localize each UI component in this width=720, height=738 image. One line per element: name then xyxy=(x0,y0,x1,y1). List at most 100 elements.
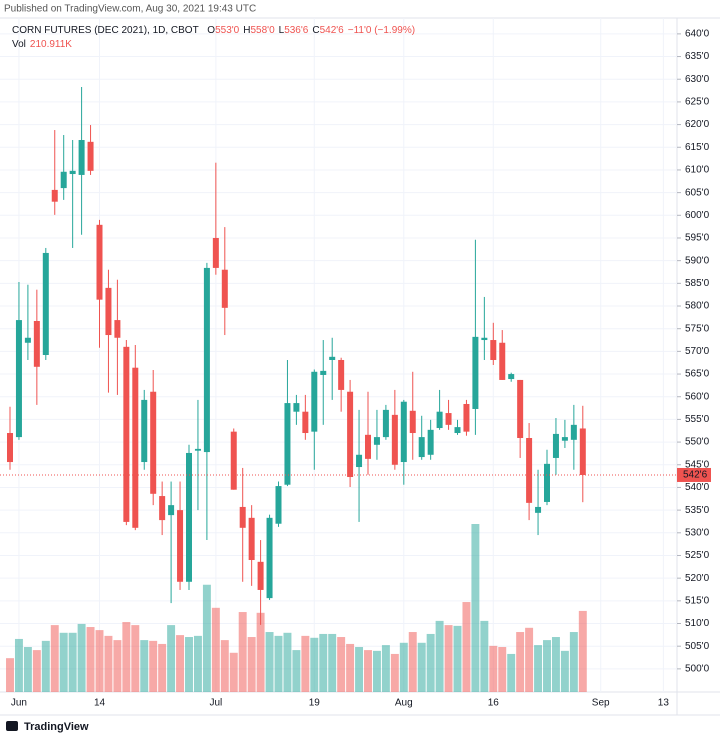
candle-body xyxy=(275,486,282,524)
y-tick-label: 625'0 xyxy=(685,97,710,108)
volume-bar xyxy=(41,640,50,692)
candle-body xyxy=(51,189,58,202)
volume-bar xyxy=(453,625,462,692)
x-tick-label: Sep xyxy=(592,698,610,709)
volume-bar xyxy=(355,647,364,692)
candle-body xyxy=(150,391,157,494)
candle-body xyxy=(365,434,371,459)
candle-body xyxy=(436,411,443,429)
volume-bar xyxy=(346,643,355,692)
volume-bar xyxy=(283,632,292,692)
volume-bar xyxy=(337,637,346,692)
volume-bar xyxy=(525,627,534,692)
volume-bar xyxy=(498,647,507,692)
x-tick-label: Jun xyxy=(11,698,27,709)
candle-body xyxy=(382,409,389,438)
logo-icon xyxy=(6,721,18,731)
volume-bar xyxy=(86,627,95,692)
volume-bar xyxy=(507,653,516,692)
candle-body xyxy=(186,452,192,582)
volume-pane xyxy=(6,524,587,692)
candle-body xyxy=(400,401,407,463)
candle-body xyxy=(42,252,49,355)
volume-bar xyxy=(77,623,86,692)
volume-bar xyxy=(113,640,122,692)
ohlc-key: H xyxy=(243,25,250,36)
volume-bar xyxy=(426,633,435,692)
candle-body xyxy=(329,356,336,360)
candle-body xyxy=(203,267,210,453)
volume-legend: Vol 210.911K xyxy=(12,39,72,50)
volume-bar xyxy=(319,633,328,692)
volume-bar xyxy=(238,612,247,692)
last-price-box xyxy=(677,467,711,482)
volume-bar xyxy=(408,632,417,692)
candle-body xyxy=(123,346,130,522)
ohlc-value: 553'0 xyxy=(215,25,240,36)
y-tick-label: 635'0 xyxy=(685,51,710,62)
candle-body xyxy=(105,287,112,336)
candle-body xyxy=(427,429,434,455)
y-tick-label: 570'0 xyxy=(685,346,710,357)
y-tick-label: 630'0 xyxy=(685,74,710,85)
candle-body xyxy=(347,391,354,478)
volume-bar xyxy=(32,650,41,692)
candle-body xyxy=(168,505,175,516)
y-tick-label: 520'0 xyxy=(685,573,710,584)
legend: CORN FUTURES (DEC 2021), 1D, CBOT O553'0… xyxy=(12,25,415,36)
volume-bar xyxy=(50,625,59,692)
volume-bar xyxy=(274,635,283,692)
volume-bar xyxy=(220,640,229,692)
candle-body xyxy=(114,320,121,338)
candle-body xyxy=(311,371,318,432)
candle-body xyxy=(7,433,13,463)
y-tick-label: 505'0 xyxy=(685,641,710,652)
y-tick-label: 595'0 xyxy=(685,233,710,244)
candle-body xyxy=(212,237,219,268)
volume-bar xyxy=(6,658,14,692)
x-tick-label: 19 xyxy=(309,698,321,709)
candle-body xyxy=(284,403,291,485)
y-tick-label: 500'0 xyxy=(685,664,710,675)
candle-body xyxy=(33,320,40,367)
candle-body xyxy=(87,141,94,171)
ohlc-key: L xyxy=(279,25,285,36)
volume-bar xyxy=(444,625,453,692)
change: −11'0 (−1.99%) xyxy=(348,25,415,36)
volume-bar xyxy=(399,642,408,692)
candle-body xyxy=(293,403,300,412)
candle-body xyxy=(96,224,103,300)
candle-body xyxy=(561,437,568,441)
y-tick-label: 565'0 xyxy=(685,369,710,380)
y-tick-label: 530'0 xyxy=(685,527,710,538)
y-tick-label: 510'0 xyxy=(685,618,710,629)
candle-body xyxy=(266,517,273,599)
volume-bar xyxy=(372,650,381,692)
volume-bar xyxy=(59,632,68,692)
candle-body xyxy=(445,413,452,425)
candle-body xyxy=(194,448,201,451)
candles xyxy=(7,86,586,625)
volume-bar xyxy=(417,642,426,692)
candle-body xyxy=(391,414,398,465)
x-tick-label: Aug xyxy=(395,698,413,709)
grid xyxy=(0,18,677,692)
y-tick-label: 540'0 xyxy=(685,482,710,493)
x-tick-label: Jul xyxy=(209,698,222,709)
y-tick-label: 555'0 xyxy=(685,414,710,425)
candle-body xyxy=(132,367,139,528)
volume-bar xyxy=(158,643,167,692)
volume-bar xyxy=(462,602,471,692)
volume-bar xyxy=(140,640,149,692)
volume-bar xyxy=(292,650,301,692)
y-tick-label: 605'0 xyxy=(685,187,710,198)
candle-body xyxy=(15,320,22,438)
volume-bar xyxy=(265,632,274,692)
candle-body xyxy=(69,170,76,175)
y-tick-label: 610'0 xyxy=(685,165,710,176)
ohlc-value: 536'6 xyxy=(284,25,309,36)
candle-body xyxy=(320,370,327,375)
volume-bar xyxy=(328,633,337,692)
volume-bar xyxy=(435,620,444,692)
